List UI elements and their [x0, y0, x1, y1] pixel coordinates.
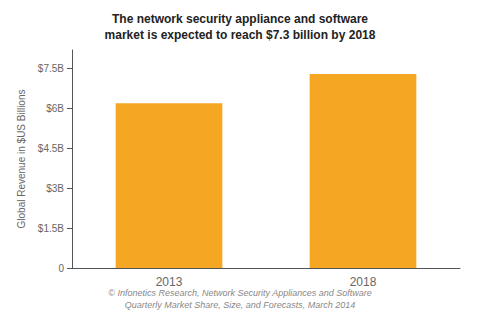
- svg-text:0: 0: [58, 263, 64, 274]
- svg-text:$7.5B: $7.5B: [38, 63, 64, 74]
- svg-text:$1.5B: $1.5B: [38, 223, 64, 234]
- svg-text:$3B: $3B: [46, 183, 64, 194]
- svg-text:$6B: $6B: [46, 103, 64, 114]
- svg-text:2013: 2013: [156, 275, 183, 289]
- svg-text:Quarterly Market Share, Size,: Quarterly Market Share, Size, and Foreca…: [125, 300, 356, 310]
- svg-text:2018: 2018: [350, 275, 377, 289]
- svg-text:© Infonetics Research, Network: © Infonetics Research, Network Security …: [108, 288, 371, 298]
- svg-text:Global Revenue in $US Billions: Global Revenue in $US Billions: [16, 90, 27, 229]
- svg-text:The network security appliance: The network security appliance and softw…: [112, 12, 368, 26]
- svg-text:$4.5B: $4.5B: [38, 143, 64, 154]
- svg-text:market is expected to reach $7: market is expected to reach $7.3 billion…: [105, 28, 376, 42]
